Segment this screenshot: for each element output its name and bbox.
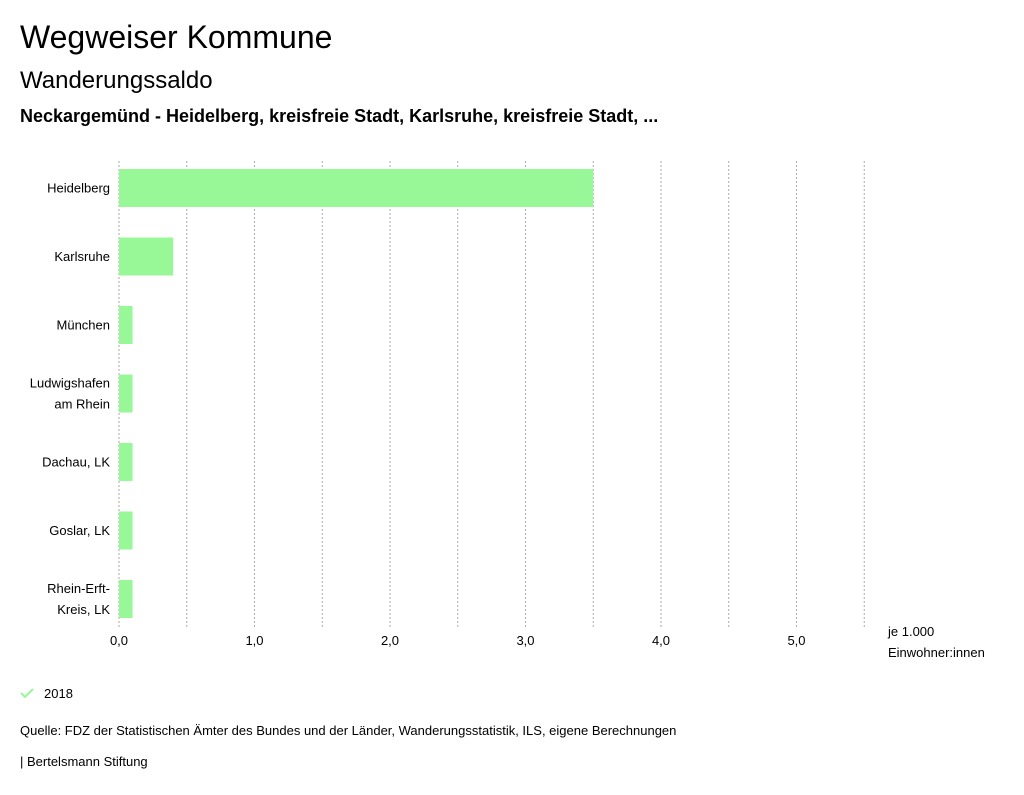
bar (119, 443, 133, 481)
source-note: Quelle: FDZ der Statistischen Ämter des … (20, 723, 677, 738)
x-tick-label: 2,0 (381, 633, 399, 648)
page-title: Wegweiser Kommune (20, 19, 333, 55)
bar (119, 237, 174, 276)
x-tick-label: 5,0 (787, 633, 805, 648)
category-label: Kreis, LK (57, 602, 110, 617)
bar-chart: 0,0 1,0 2,0 3,0 4,0 5,0 Heidelberg Karlsruhe Mün… (30, 161, 865, 648)
category-label: Goslar, LK (49, 523, 110, 538)
category-label: Ludwigshafen (30, 376, 110, 391)
x-tick-label: 4,0 (652, 633, 670, 648)
category-label: am Rhein (54, 397, 110, 412)
x-axis-unit-line-2: Einwohner:innen (888, 645, 985, 660)
x-tick-label: 0,0 (110, 633, 128, 648)
region-heading: Neckargemünd - Heidelberg, kreisfreie St… (20, 106, 659, 126)
bar (119, 580, 133, 618)
category-label: Rhein-Erft- (47, 581, 110, 596)
footer-credit: | Bertelsmann Stiftung (20, 754, 148, 769)
x-tick-label: 1,0 (245, 633, 263, 648)
category-label: Karlsruhe (54, 249, 110, 264)
chart-subtitle: Wanderungssaldo (20, 67, 213, 94)
x-tick-label: 3,0 (516, 633, 534, 648)
legend-check-icon[interactable] (20, 686, 34, 700)
category-label: Heidelberg (47, 181, 110, 196)
legend[interactable]: 2018 (20, 683, 73, 703)
category-label: Dachau, LK (42, 455, 110, 470)
bar (119, 374, 133, 413)
legend-label: 2018 (44, 685, 73, 701)
bar (119, 306, 133, 344)
bar (119, 169, 594, 207)
bar (119, 511, 133, 550)
x-axis-unit-line-1: je 1.000 (888, 624, 935, 639)
x-axis-unit: je 1.000 Einwohner:innen (888, 621, 985, 663)
category-label: München (57, 318, 110, 333)
